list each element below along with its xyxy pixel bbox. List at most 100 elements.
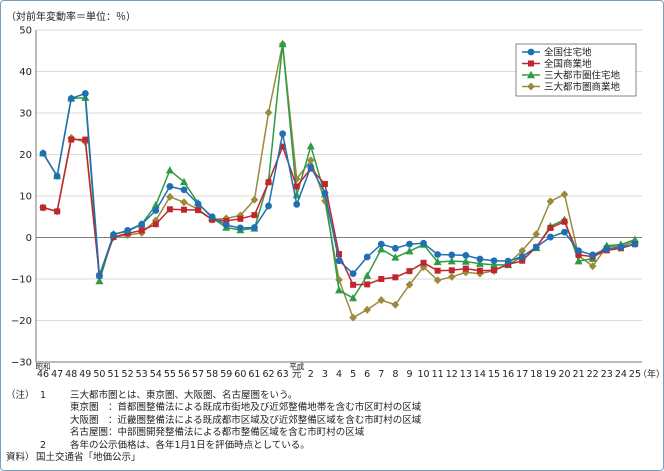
x-tick-label: 22	[587, 369, 599, 380]
data-point	[152, 207, 160, 214]
data-point	[278, 39, 287, 48]
data-point	[519, 257, 526, 264]
data-point	[462, 251, 470, 259]
data-point	[603, 245, 611, 253]
legend-label: 三大都市圏住宅地	[544, 70, 621, 82]
data-point	[392, 274, 399, 281]
x-era-label: 昭和	[36, 362, 51, 371]
data-point	[532, 243, 540, 251]
data-point	[180, 186, 188, 194]
series-line	[42, 92, 636, 277]
x-tick-label: 10	[418, 369, 430, 380]
x-tick-label: 61	[248, 369, 260, 380]
x-tick-label: 53	[136, 369, 148, 380]
data-point	[349, 270, 357, 278]
data-point	[490, 257, 498, 265]
data-point	[279, 130, 287, 138]
data-point	[293, 200, 301, 208]
x-tick-label: 56	[178, 369, 190, 380]
x-tick-label: 7	[378, 369, 384, 380]
data-point	[405, 280, 414, 289]
data-point	[434, 267, 441, 274]
data-point	[532, 230, 541, 239]
data-point	[491, 267, 498, 274]
x-tick-label: 51	[107, 369, 119, 380]
x-tick-label: 54	[150, 369, 162, 380]
data-point	[236, 224, 244, 232]
note-text: 国土交通省「地価公示」	[36, 452, 141, 464]
data-point	[391, 300, 400, 309]
note-number: 1	[40, 390, 47, 401]
data-point	[264, 108, 273, 117]
data-point	[504, 257, 512, 265]
data-point	[223, 217, 230, 224]
data-point	[547, 224, 554, 231]
note-text: 東京圏 ：首都圏整備法による既成市街地及び近郊整備地帯を含む市区町村の区域	[70, 402, 422, 414]
x-tick-label: 4	[336, 369, 342, 380]
data-point	[110, 231, 117, 238]
data-point	[166, 192, 174, 201]
x-tick-label: 60	[234, 369, 246, 380]
data-point	[250, 195, 259, 204]
data-point	[237, 215, 244, 222]
data-point	[448, 251, 456, 259]
data-point	[363, 305, 371, 314]
data-point	[335, 286, 343, 294]
x-tick-label: 9	[406, 369, 412, 380]
data-point	[40, 204, 47, 211]
x-tick-label: 50	[93, 369, 105, 380]
note-row: 大阪圏 ：近畿圏整備法による既成都市区域及び近郊整備区域を含む市町村の区域	[6, 415, 421, 427]
data-point	[433, 276, 442, 285]
data-point	[307, 156, 315, 165]
data-point	[588, 262, 597, 271]
data-point	[124, 227, 132, 234]
y-tick-label: 20	[19, 150, 32, 161]
note-text: 名古屋圏：中部圏開発整備法による都市整備区域を含む市町村の区域	[70, 427, 365, 439]
note-text: 各年の公示価格は、各年1月1日を評価時点としている。	[70, 439, 310, 451]
data-point	[335, 257, 343, 265]
x-tick-label: 8	[392, 369, 398, 380]
data-point	[448, 267, 455, 274]
data-point	[560, 190, 569, 199]
data-point	[461, 257, 470, 265]
y-tick-label: 30	[19, 109, 32, 120]
data-point	[349, 293, 358, 302]
data-point	[138, 227, 145, 234]
note-row: 資料）国土交通省「地価公示」	[6, 452, 421, 464]
data-point	[251, 224, 258, 231]
data-point	[405, 246, 414, 255]
x-tick-label: 18	[530, 369, 542, 380]
chart-notes: （注） 1 三大都市圏とは、東京圏、大阪圏、名古屋圏をいう。 東京圏 ：首都圏整備法に…	[6, 390, 421, 464]
data-point	[180, 206, 187, 213]
x-tick-label: 元	[292, 369, 302, 380]
data-point	[208, 213, 216, 221]
data-point	[447, 272, 456, 281]
x-tick-label: 55	[164, 369, 176, 380]
x-tick-label: 15	[488, 369, 500, 380]
legend-marker	[527, 48, 535, 56]
x-tick-label: 24	[615, 369, 627, 380]
data-point	[166, 183, 174, 190]
x-tick-label: 6	[364, 369, 370, 380]
x-tick-label: 25	[629, 369, 641, 380]
data-point	[476, 267, 483, 274]
data-point	[378, 276, 385, 282]
data-point	[518, 253, 526, 260]
data-point	[589, 251, 597, 259]
legend-label: 三大都市圏商業地	[544, 81, 621, 93]
data-point	[363, 271, 372, 279]
data-point	[617, 243, 625, 251]
data-point	[391, 244, 399, 252]
x-tick-label: 13	[460, 369, 472, 380]
x-tick-label: 11	[432, 369, 444, 380]
data-point	[152, 221, 159, 228]
series-1	[39, 90, 639, 280]
data-point	[575, 251, 582, 258]
data-point	[363, 253, 371, 261]
data-point	[546, 197, 555, 206]
x-tick-label: 3	[322, 369, 328, 380]
data-point	[194, 200, 202, 208]
note-label: （注）	[6, 390, 35, 401]
data-point	[166, 206, 173, 213]
